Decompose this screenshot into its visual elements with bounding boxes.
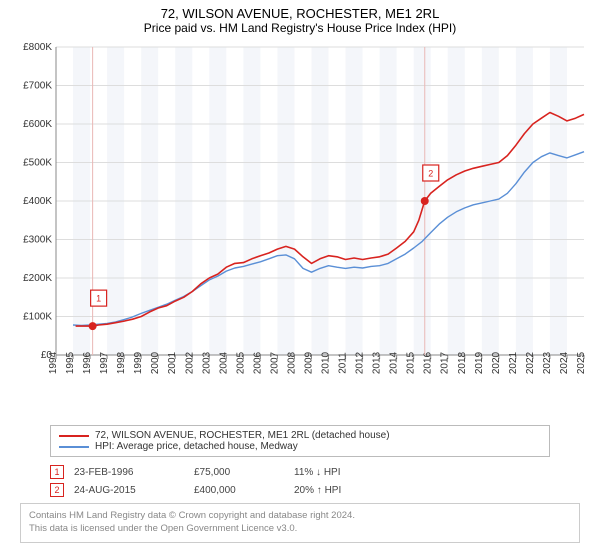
svg-text:2013: 2013: [372, 351, 383, 374]
svg-text:2023: 2023: [542, 351, 553, 374]
svg-text:1994: 1994: [48, 351, 59, 374]
svg-text:2001: 2001: [167, 351, 178, 374]
legend-item-subject: 72, WILSON AVENUE, ROCHESTER, ME1 2RL (d…: [59, 430, 541, 441]
svg-text:2011: 2011: [338, 352, 349, 374]
svg-text:2006: 2006: [252, 351, 263, 374]
svg-text:£400K: £400K: [23, 196, 52, 207]
svg-text:2004: 2004: [218, 351, 229, 374]
chart-title: 72, WILSON AVENUE, ROCHESTER, ME1 2RL: [10, 6, 590, 21]
legend-label-subject: 72, WILSON AVENUE, ROCHESTER, ME1 2RL (d…: [95, 430, 390, 441]
svg-text:£500K: £500K: [23, 158, 52, 169]
sale-delta: 20% ↑ HPI: [294, 485, 404, 496]
chart-card: 72, WILSON AVENUE, ROCHESTER, ME1 2RL Pr…: [0, 0, 600, 547]
svg-text:2010: 2010: [321, 351, 332, 374]
svg-text:2024: 2024: [559, 351, 570, 374]
sale-date: 23-FEB-1996: [74, 467, 184, 478]
svg-text:2000: 2000: [150, 351, 161, 374]
svg-text:2005: 2005: [235, 351, 246, 374]
svg-text:2015: 2015: [406, 351, 417, 374]
legend-swatch-hpi: [59, 446, 89, 448]
svg-text:2003: 2003: [201, 351, 212, 374]
sale-price: £400,000: [194, 485, 284, 496]
svg-text:1: 1: [96, 294, 101, 304]
legend-box: 72, WILSON AVENUE, ROCHESTER, ME1 2RL (d…: [50, 425, 550, 457]
footer-line-1: Contains HM Land Registry data © Crown c…: [29, 510, 571, 523]
sale-delta: 11% ↓ HPI: [294, 467, 404, 478]
svg-text:2022: 2022: [525, 351, 536, 374]
svg-text:1995: 1995: [65, 351, 76, 374]
svg-text:1998: 1998: [116, 351, 127, 374]
svg-text:£300K: £300K: [23, 235, 52, 246]
sale-price: £75,000: [194, 467, 284, 478]
svg-text:2012: 2012: [355, 351, 366, 374]
attribution-footer: Contains HM Land Registry data © Crown c…: [20, 503, 580, 543]
chart-subtitle: Price paid vs. HM Land Registry's House …: [10, 21, 590, 35]
sale-row: 2 24-AUG-2015 £400,000 20% ↑ HPI: [50, 481, 550, 499]
chart-area: £0£100K£200K£300K£400K£500K£600K£700K£80…: [10, 41, 590, 421]
legend-item-hpi: HPI: Average price, detached house, Medw…: [59, 441, 541, 452]
sale-date: 24-AUG-2015: [74, 485, 184, 496]
svg-text:£800K: £800K: [23, 42, 52, 53]
svg-text:1996: 1996: [82, 351, 93, 374]
svg-text:2025: 2025: [576, 351, 587, 374]
svg-text:2008: 2008: [286, 351, 297, 374]
svg-text:2017: 2017: [440, 351, 451, 374]
svg-text:2009: 2009: [303, 351, 314, 374]
svg-text:2007: 2007: [269, 351, 280, 374]
legend-swatch-subject: [59, 435, 89, 437]
svg-text:1999: 1999: [133, 351, 144, 374]
legend-label-hpi: HPI: Average price, detached house, Medw…: [95, 441, 298, 452]
svg-text:2: 2: [428, 169, 433, 179]
svg-text:2002: 2002: [184, 351, 195, 374]
line-chart-svg: £0£100K£200K£300K£400K£500K£600K£700K£80…: [10, 41, 590, 421]
sale-index-box: 2: [50, 483, 64, 497]
svg-text:£700K: £700K: [23, 81, 52, 92]
svg-text:£200K: £200K: [23, 273, 52, 284]
svg-text:2021: 2021: [508, 351, 519, 374]
svg-text:£600K: £600K: [23, 119, 52, 130]
svg-text:2020: 2020: [491, 351, 502, 374]
footer-line-2: This data is licensed under the Open Gov…: [29, 523, 571, 536]
svg-text:2019: 2019: [474, 351, 485, 374]
sale-index-box: 1: [50, 465, 64, 479]
svg-text:£100K: £100K: [23, 312, 52, 323]
svg-text:1997: 1997: [99, 351, 110, 374]
svg-text:2014: 2014: [389, 351, 400, 374]
sale-row: 1 23-FEB-1996 £75,000 11% ↓ HPI: [50, 463, 550, 481]
svg-text:2018: 2018: [457, 351, 468, 374]
sales-table: 1 23-FEB-1996 £75,000 11% ↓ HPI 2 24-AUG…: [50, 463, 550, 499]
